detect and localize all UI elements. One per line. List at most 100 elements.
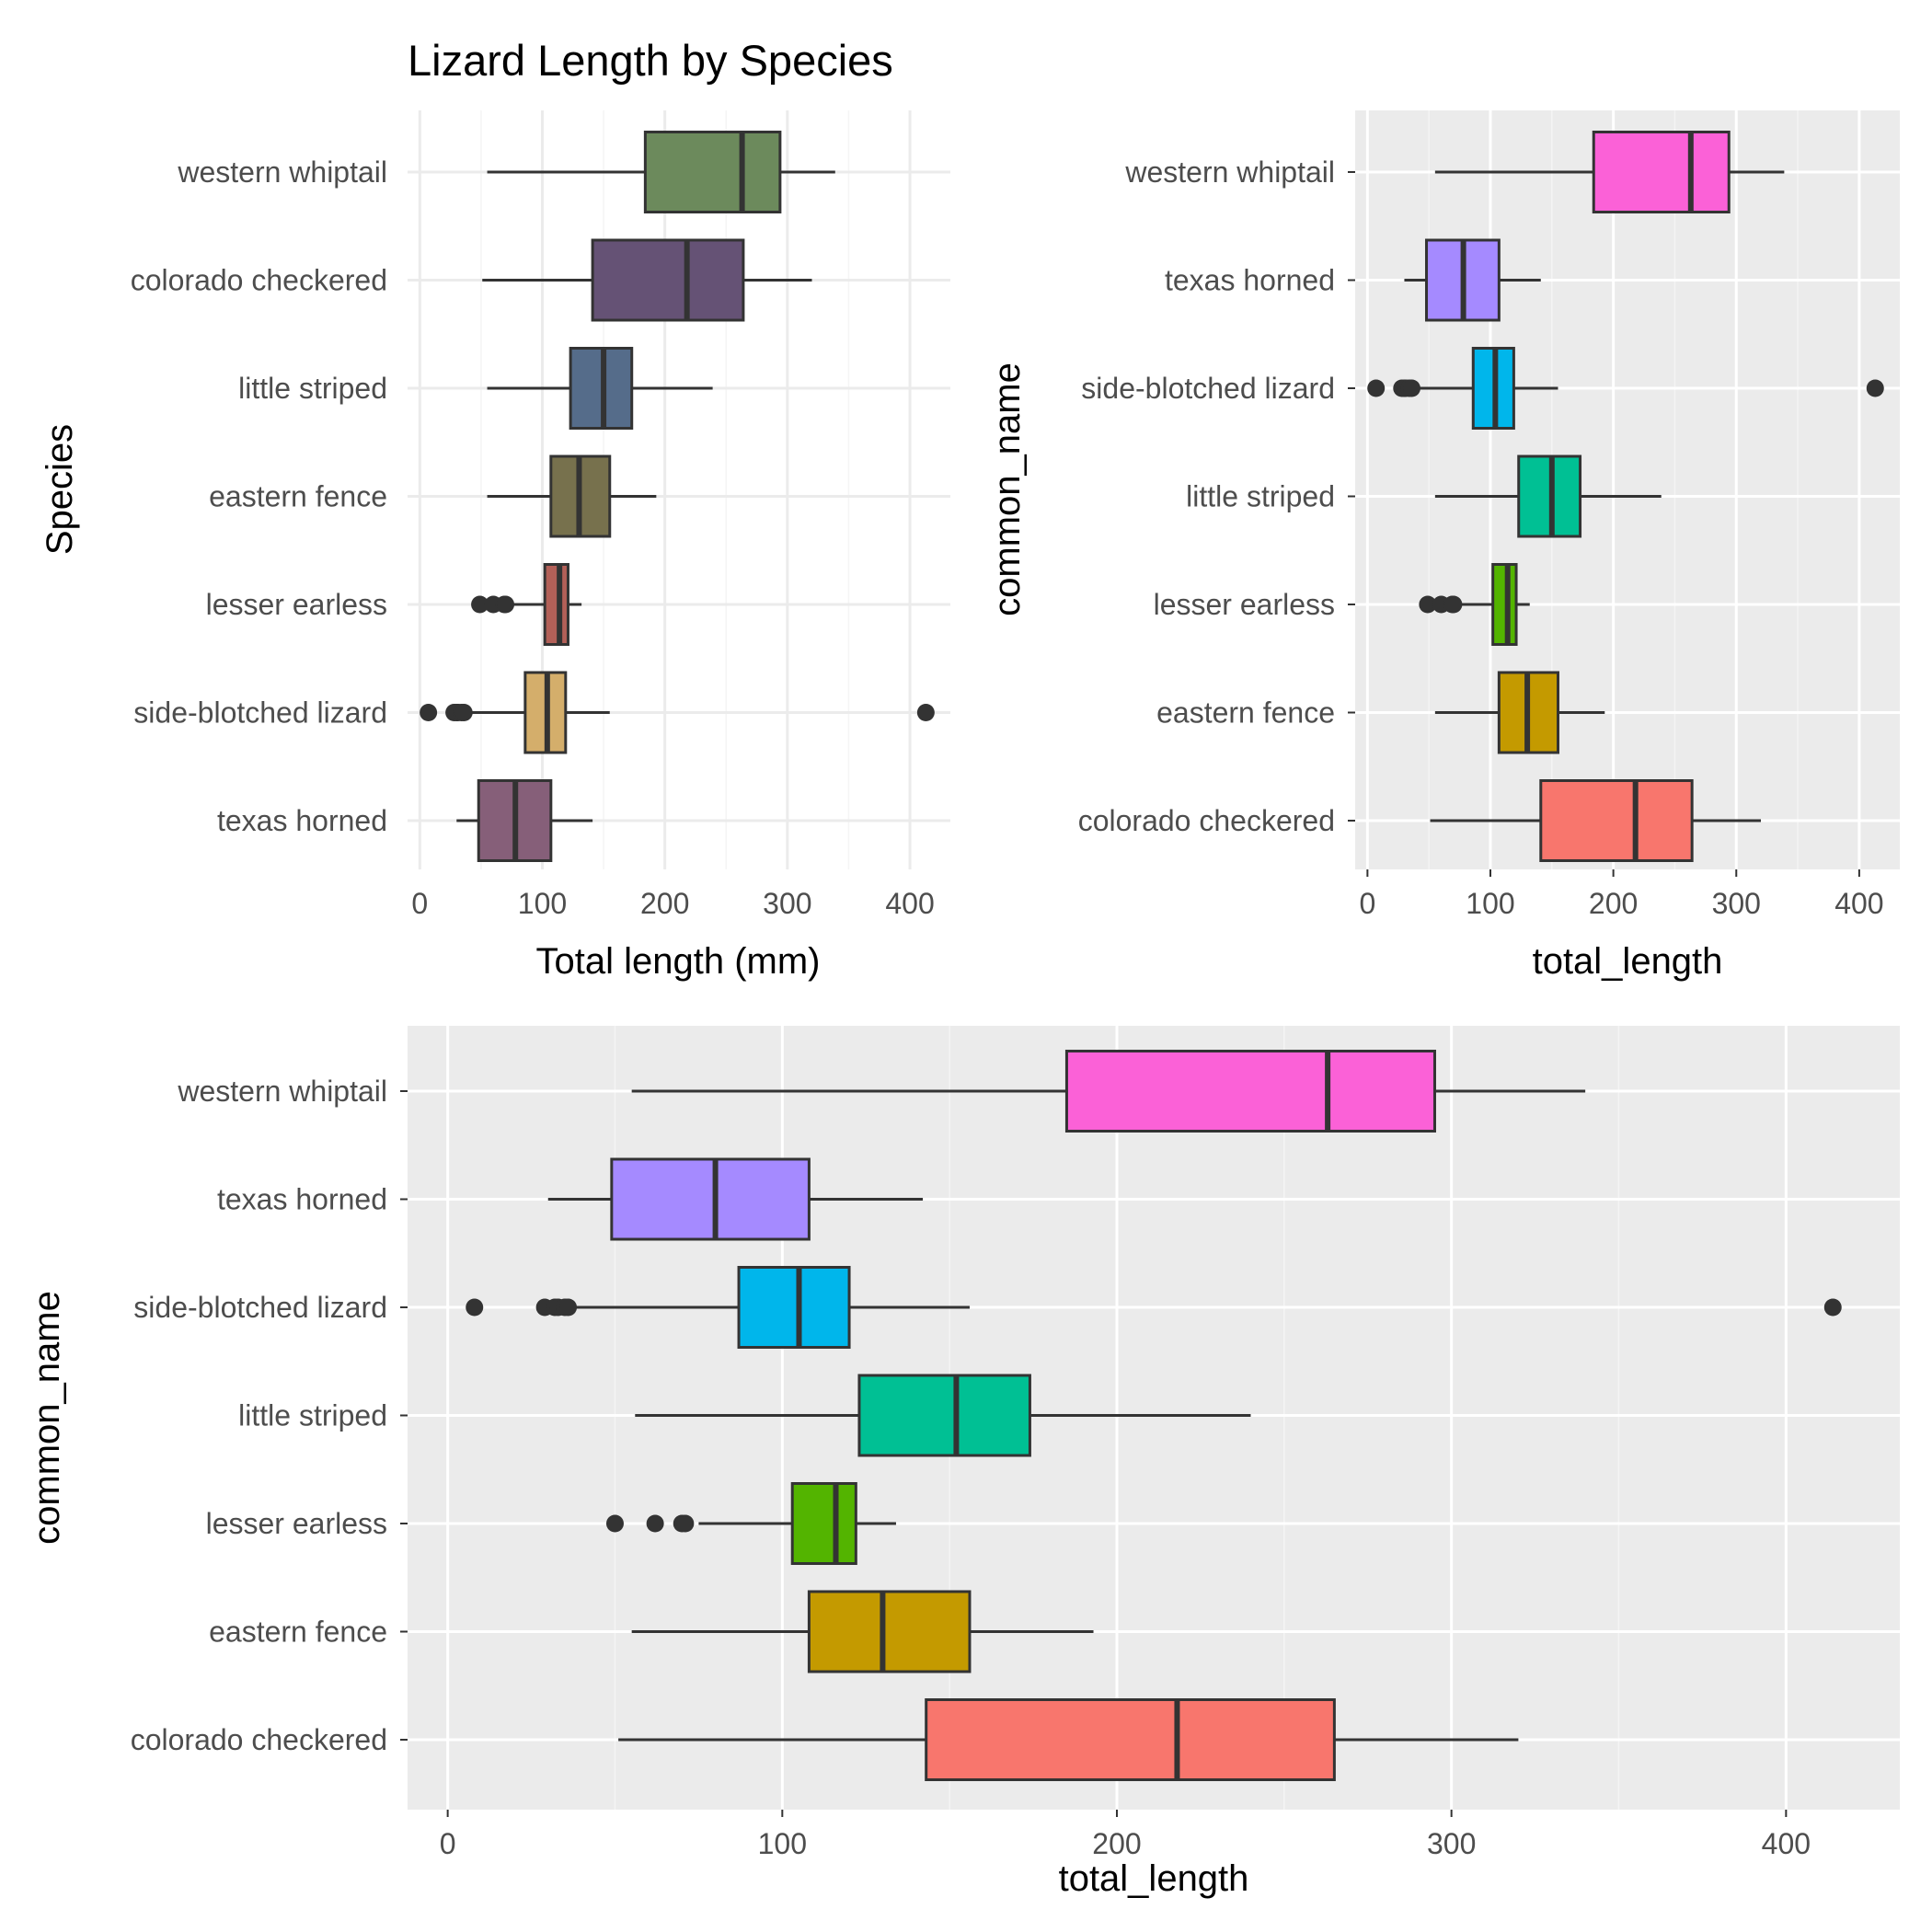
- panel-2: colorado checkered eastern fence lesser ea…: [987, 110, 1900, 982]
- outlier-point-lesser-earless: [646, 1514, 664, 1533]
- iqr-box-western-whiptail: [1592, 131, 1731, 213]
- box-colorado-checkered: [618, 1698, 1519, 1781]
- box-colorado-checkered: [1430, 779, 1761, 862]
- panel-3: colorado checkered eastern fence lesser ea…: [27, 1026, 1900, 1899]
- box-little-striped: [487, 347, 713, 430]
- outlier-point-lesser-earless: [605, 1514, 624, 1533]
- panel-3-y-tick-labels: colorado checkered eastern fence lesser ea…: [131, 1075, 387, 1756]
- y-tick-label-colorado-checkered: colorado checkered: [1078, 804, 1335, 837]
- x-tick-label-400: 400: [1762, 1827, 1811, 1860]
- outlier-point-side-blotched-lizard: [1402, 379, 1420, 397]
- y-tick-label-colorado-checkered: colorado checkered: [131, 264, 387, 297]
- panel-3-x-axis-title: total_length: [1059, 1858, 1249, 1899]
- x-tick-label-0: 0: [1359, 887, 1375, 920]
- box-side-blotched-lizard: [1367, 347, 1884, 430]
- iqr-box-little-striped: [857, 1374, 1031, 1457]
- panel-1-plot-area: [408, 110, 950, 869]
- y-tick-label-lesser-earless: lesser earless: [1154, 588, 1335, 621]
- x-tick-label-200: 200: [640, 887, 689, 920]
- panel-1-y-axis-title: Species: [40, 424, 80, 555]
- y-tick-label-side-blotched-lizard: side-blotched lizard: [133, 1291, 387, 1324]
- panel-1-y-tick-labels: texas horned side-blotched lizard lesser e…: [131, 155, 387, 837]
- box-side-blotched-lizard: [466, 1266, 1842, 1349]
- box-texas-horned: [547, 1157, 924, 1241]
- box-western-whiptail: [631, 1050, 1586, 1133]
- outlier-point-side-blotched-lizard: [1866, 379, 1884, 397]
- y-tick-label-texas-horned: texas horned: [1165, 264, 1335, 297]
- x-tick-label-300: 300: [1427, 1827, 1476, 1860]
- iqr-box-lesser-earless: [790, 1482, 857, 1565]
- box-lesser-earless: [471, 563, 582, 646]
- box-texas-horned: [456, 779, 593, 862]
- outlier-point-lesser-earless: [676, 1514, 695, 1533]
- panel-1-x-axis-title: Total length (mm): [536, 941, 821, 982]
- iqr-box-western-whiptail: [1064, 1050, 1436, 1133]
- x-tick-label-200: 200: [1589, 887, 1638, 920]
- panel-2-y-axis-title: common_name: [987, 362, 1028, 616]
- box-western-whiptail: [487, 131, 835, 213]
- y-tick-label-eastern-fence: eastern fence: [1156, 696, 1335, 730]
- y-tick-label-eastern-fence: eastern fence: [209, 1616, 387, 1649]
- panel-3-x-tick-labels: 0 100 200 300 400: [440, 1827, 1811, 1860]
- outlier-point-side-blotched-lizard: [1367, 379, 1386, 397]
- outlier-point-side-blotched-lizard: [916, 704, 935, 721]
- y-tick-label-western-whiptail: western whiptail: [1124, 155, 1335, 189]
- outlier-point-side-blotched-lizard: [420, 704, 438, 721]
- box-little-striped: [635, 1374, 1251, 1457]
- iqr-box-eastern-fence: [807, 1590, 972, 1673]
- outlier-point-side-blotched-lizard: [454, 704, 473, 721]
- panel-3-axis-ticks: [400, 1090, 1788, 1817]
- x-tick-label-400: 400: [885, 887, 934, 920]
- y-tick-label-side-blotched-lizard: side-blotched lizard: [1081, 372, 1335, 405]
- x-tick-label-200: 200: [1092, 1827, 1141, 1860]
- panel-1-x-tick-labels: 0 100 200 300 400: [411, 887, 934, 920]
- box-eastern-fence: [631, 1590, 1094, 1673]
- x-tick-label-300: 300: [1712, 887, 1761, 920]
- x-tick-label-100: 100: [518, 887, 567, 920]
- iqr-box-colorado-checkered: [591, 238, 745, 322]
- y-tick-label-texas-horned: texas horned: [217, 804, 387, 837]
- panel-1: Lizard Length by Species texas horned sid…: [40, 36, 950, 982]
- x-tick-label-300: 300: [763, 887, 811, 920]
- y-tick-label-colorado-checkered: colorado checkered: [131, 1723, 387, 1756]
- box-western-whiptail: [1434, 131, 1785, 213]
- box-eastern-fence: [1434, 671, 1605, 754]
- outlier-point-lesser-earless: [471, 595, 489, 614]
- panel-2-y-tick-labels: colorado checkered eastern fence lesser ea…: [1078, 155, 1335, 837]
- y-tick-label-lesser-earless: lesser earless: [206, 1507, 387, 1540]
- panel-2-x-tick-labels: 0 100 200 300 400: [1359, 887, 1883, 920]
- y-tick-label-little-striped: little striped: [238, 372, 387, 405]
- outlier-point-lesser-earless: [1419, 595, 1437, 614]
- panel-2-axis-ticks: [1348, 171, 1860, 877]
- panel-2-x-axis-title: total_length: [1533, 941, 1723, 982]
- y-tick-label-little-striped: little striped: [238, 1399, 387, 1432]
- y-tick-label-side-blotched-lizard: side-blotched lizard: [133, 696, 387, 730]
- x-tick-label-100: 100: [1466, 887, 1514, 920]
- box-lesser-earless: [1419, 563, 1530, 646]
- box-colorado-checkered: [482, 238, 812, 322]
- y-tick-label-texas-horned: texas horned: [217, 1183, 387, 1216]
- outlier-point-side-blotched-lizard: [559, 1298, 578, 1317]
- iqr-box-colorado-checkered: [925, 1698, 1336, 1781]
- panel-3-y-axis-title: common_name: [27, 1291, 67, 1545]
- iqr-box-lesser-earless: [1491, 563, 1518, 646]
- y-tick-label-lesser-earless: lesser earless: [206, 588, 387, 621]
- panel-1-title: Lizard Length by Species: [408, 36, 893, 85]
- panel-2-plot-area: [1355, 110, 1900, 869]
- x-tick-label-400: 400: [1834, 887, 1883, 920]
- x-tick-label-100: 100: [758, 1827, 807, 1860]
- iqr-box-lesser-earless: [543, 563, 569, 646]
- y-tick-label-western-whiptail: western whiptail: [177, 155, 387, 189]
- outlier-point-side-blotched-lizard: [466, 1298, 484, 1317]
- iqr-box-western-whiptail: [643, 131, 782, 213]
- box-side-blotched-lizard: [420, 671, 935, 754]
- box-texas-horned: [1404, 238, 1541, 322]
- x-tick-label-0: 0: [411, 887, 428, 920]
- y-tick-label-eastern-fence: eastern fence: [209, 480, 387, 513]
- panel-2-boxes: [1367, 131, 1884, 862]
- box-eastern-fence: [487, 454, 657, 538]
- iqr-box-side-blotched-lizard: [737, 1266, 851, 1349]
- outlier-point-lesser-earless: [1444, 595, 1463, 614]
- outlier-point-side-blotched-lizard: [1823, 1298, 1842, 1317]
